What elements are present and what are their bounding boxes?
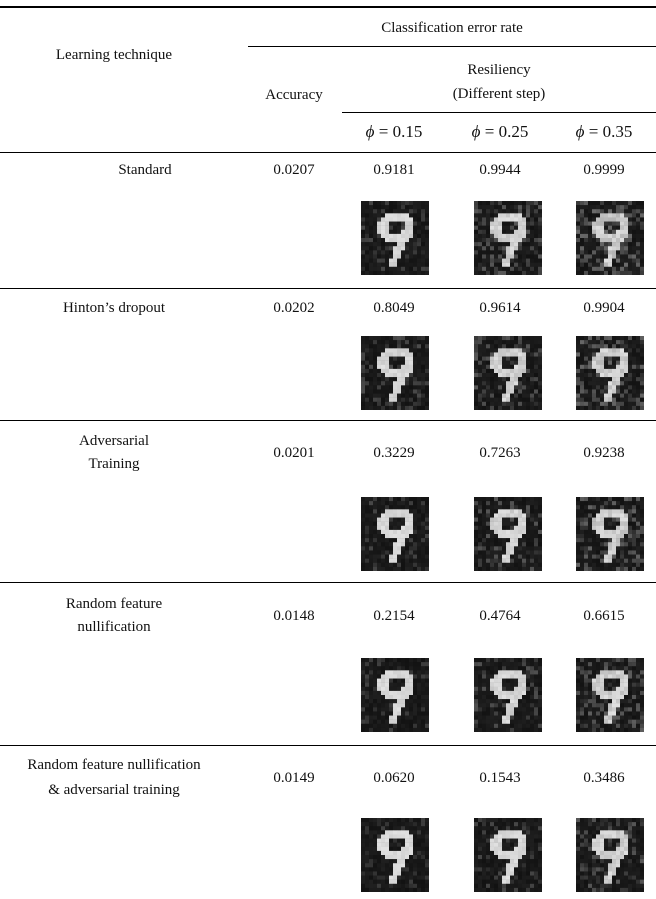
row-divider: [0, 288, 656, 289]
row-divider: [0, 582, 656, 583]
mnist-digit-image: [474, 201, 542, 275]
resiliency-cell: 0.6615: [583, 608, 625, 624]
mnist-digit-image: [576, 818, 644, 892]
technique-cell: Hinton’s dropout: [62, 300, 166, 316]
mnist-digit-image: [361, 497, 429, 571]
technique-cell: Training: [88, 456, 140, 472]
mnist-digit-image: [361, 336, 429, 410]
header-learning-technique: Learning technique: [55, 47, 173, 63]
resiliency-cell: 0.1543: [479, 770, 521, 786]
phi-symbol: ϕ: [365, 122, 375, 141]
resiliency-cell: 0.9614: [479, 300, 521, 316]
resiliency-cell: 0.2154: [373, 608, 415, 624]
mnist-digit-image: [474, 818, 542, 892]
mnist-digit-image: [361, 201, 429, 275]
accuracy-cell: 0.0201: [273, 445, 315, 461]
resiliency-cell: 0.9181: [373, 162, 415, 178]
mnist-digit-image: [576, 336, 644, 410]
row-divider: [0, 745, 656, 746]
resiliency-cell: 0.0620: [373, 770, 415, 786]
resiliency-cell: 0.9238: [583, 445, 625, 461]
accuracy-cell: 0.0149: [273, 770, 315, 786]
resiliency-cell: 0.9944: [479, 162, 521, 178]
mnist-digit-image: [361, 818, 429, 892]
header-resiliency: Resiliency: [467, 62, 531, 78]
resiliency-cell: 0.7263: [479, 445, 521, 461]
technique-cell: Random feature: [65, 596, 163, 612]
technique-cell: nullification: [77, 619, 151, 635]
resiliency-cell: 0.3229: [373, 445, 415, 461]
technique-cell: Adversarial: [79, 433, 149, 449]
technique-cell: Random feature nullification: [27, 757, 201, 773]
row-divider: [0, 420, 656, 421]
accuracy-cell: 0.0207: [273, 162, 315, 178]
mnist-digit-image: [576, 497, 644, 571]
header-classification-error-rate: Classification error rate: [381, 20, 523, 36]
classification-rule: [248, 46, 656, 47]
mnist-digit-image: [474, 658, 542, 732]
header-accuracy: Accuracy: [265, 87, 323, 103]
mnist-digit-image: [576, 658, 644, 732]
phi-value: = 0.15: [378, 122, 423, 141]
resiliency-cell: 0.4764: [479, 608, 521, 624]
header-phi-1: ϕ = 0.15: [342, 121, 446, 143]
mnist-digit-image: [474, 497, 542, 571]
phi-value: = 0.25: [484, 122, 529, 141]
phi-value: = 0.35: [588, 122, 633, 141]
header-phi-3: ϕ = 0.35: [552, 121, 656, 143]
resiliency-rule: [342, 112, 656, 113]
header-resiliency-sub: (Different step): [452, 86, 546, 102]
phi-symbol: ϕ: [471, 122, 481, 141]
header-phi-2: ϕ = 0.25: [448, 121, 552, 143]
mnist-digit-image: [361, 658, 429, 732]
technique-cell: & adversarial training: [48, 782, 180, 798]
technique-cell: Standard: [118, 162, 172, 178]
accuracy-cell: 0.0202: [273, 300, 315, 316]
top-rule: [0, 6, 656, 8]
accuracy-cell: 0.0148: [273, 608, 315, 624]
mnist-digit-image: [576, 201, 644, 275]
mnist-digit-image: [474, 336, 542, 410]
resiliency-cell: 0.9999: [583, 162, 625, 178]
resiliency-cell: 0.3486: [583, 770, 625, 786]
header-bottom-rule: [0, 152, 656, 153]
phi-symbol: ϕ: [575, 122, 585, 141]
resiliency-cell: 0.9904: [583, 300, 625, 316]
resiliency-cell: 0.8049: [373, 300, 415, 316]
